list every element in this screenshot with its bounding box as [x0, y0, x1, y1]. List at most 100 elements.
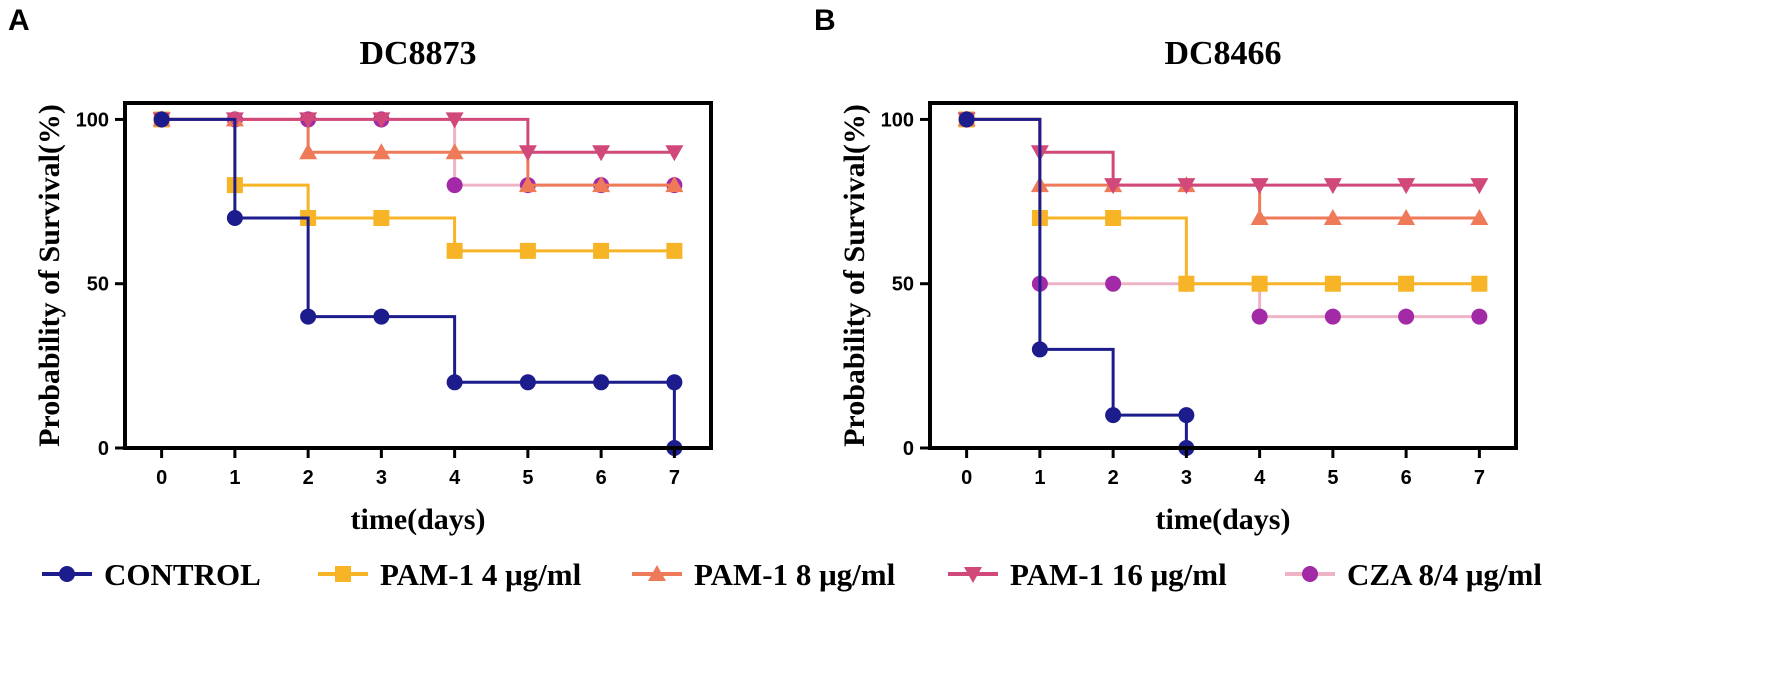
- panel-a-letter: A: [8, 4, 30, 37]
- data-point: [1323, 178, 1342, 195]
- data-point: [1398, 275, 1415, 292]
- panel-a-title: DC8873: [359, 35, 476, 72]
- data-point: [299, 143, 318, 160]
- data-point: [1470, 209, 1489, 225]
- data-point: [1105, 275, 1122, 292]
- legend-label: CZA 8/4 μg/ml: [1347, 557, 1542, 592]
- data-point: [1105, 210, 1122, 226]
- data-point: [1471, 275, 1488, 292]
- data-point: [1323, 209, 1342, 225]
- x-tick-label: 2: [303, 467, 314, 489]
- legend-entry: CZA 8/4 μg/ml: [1285, 557, 1542, 592]
- data-point: [1177, 178, 1196, 195]
- x-tick-label: 1: [1034, 467, 1045, 489]
- x-tick-label: 4: [1254, 467, 1266, 489]
- data-point: [1398, 308, 1415, 325]
- x-tick-label: 7: [1474, 467, 1485, 489]
- data-point: [666, 242, 683, 259]
- data-point: [592, 145, 611, 162]
- data-point: [518, 145, 537, 162]
- x-tick-label: 5: [522, 467, 533, 489]
- data-point: [1251, 275, 1268, 292]
- x-tick-label: 6: [596, 467, 607, 489]
- y-tick-label: 100: [76, 109, 109, 131]
- panel-b-y-axis-label: Probability of Survival(%): [838, 104, 871, 447]
- data-point: [1324, 275, 1341, 292]
- x-tick-label: 0: [156, 467, 167, 489]
- panel-a-y-axis-label: Probability of Survival(%): [33, 104, 66, 447]
- legend-label: PAM-1 16 μg/ml: [1010, 557, 1227, 592]
- legend-entry: PAM-1 4 μg/ml: [318, 557, 582, 592]
- series-line: [966, 117, 1480, 286]
- data-point: [666, 374, 683, 391]
- data-point: [1104, 178, 1123, 195]
- data-point: [1250, 178, 1269, 195]
- data-point: [153, 111, 170, 128]
- data-point: [593, 374, 610, 391]
- legend: CONTROL PAM-1 4 μg/ml PAM-1 8 μg/ml PAM-1 1…: [42, 557, 1542, 592]
- legend-entry: PAM-1 8 μg/ml: [632, 557, 896, 592]
- data-point: [593, 242, 610, 259]
- data-point: [1397, 209, 1416, 225]
- series-line: [966, 117, 1480, 220]
- data-point: [445, 143, 464, 160]
- data-point: [1470, 178, 1489, 195]
- panel-a: A DC8873 0 1 2 3 4 5 6 7 0 50 100 time(days) Probabili…: [8, 4, 713, 536]
- panel-b-plot-frame: [928, 101, 1518, 450]
- x-tick-label: 5: [1327, 467, 1338, 489]
- legend-label: PAM-1 8 μg/ml: [694, 557, 896, 592]
- data-point: [1251, 308, 1268, 325]
- x-tick-label: 7: [669, 467, 680, 489]
- data-point: [1178, 407, 1195, 424]
- data-point: [445, 112, 464, 129]
- legend-marker: [59, 566, 75, 582]
- data-point: [1471, 308, 1488, 325]
- data-point: [446, 374, 463, 391]
- data-point: [300, 308, 317, 325]
- data-point: [519, 374, 536, 391]
- data-point: [1105, 407, 1122, 424]
- y-tick-label: 0: [903, 438, 914, 460]
- data-point: [226, 210, 243, 226]
- legend-marker: [335, 566, 351, 582]
- legend-entry: CONTROL: [42, 557, 261, 592]
- panel-a-series-control: [153, 111, 683, 456]
- panel-b-series-pam-1-8-g-ml: [957, 110, 1489, 225]
- legend-marker: [964, 567, 982, 583]
- panel-b: B DC8466 0 1 2 3 4 5 6 7 0 50 100 time(days) Probabili…: [814, 4, 1518, 536]
- panel-b-series-pam-1-4-g-ml: [958, 111, 1488, 292]
- data-point: [299, 112, 318, 129]
- legend-marker: [1302, 566, 1318, 582]
- data-point: [373, 308, 390, 325]
- data-point: [1397, 178, 1416, 195]
- panel-b-series-control: [958, 111, 1195, 456]
- x-tick-label: 1: [229, 467, 240, 489]
- data-point: [1031, 341, 1048, 358]
- y-tick-label: 100: [881, 109, 914, 131]
- panel-a-plot-frame: [123, 101, 713, 450]
- legend-marker: [648, 565, 666, 581]
- legend-label: CONTROL: [104, 557, 261, 592]
- data-point: [592, 176, 611, 193]
- x-tick-label: 0: [961, 467, 972, 489]
- legend-label: PAM-1 4 μg/ml: [380, 557, 582, 592]
- panel-b-letter: B: [814, 4, 836, 37]
- x-tick-label: 4: [449, 467, 461, 489]
- data-point: [446, 242, 463, 259]
- panel-b-x-axis-label: time(days): [1156, 503, 1291, 536]
- x-tick-label: 3: [376, 467, 387, 489]
- x-tick-label: 3: [1181, 467, 1192, 489]
- data-point: [958, 111, 975, 128]
- y-tick-label: 0: [98, 438, 109, 460]
- data-point: [518, 176, 537, 193]
- data-point: [665, 176, 684, 193]
- data-point: [372, 112, 391, 129]
- panel-a-x-axis-label: time(days): [351, 503, 486, 536]
- series-line: [161, 117, 676, 448]
- x-tick-label: 2: [1108, 467, 1119, 489]
- data-point: [1178, 275, 1195, 292]
- legend-entry: PAM-1 16 μg/ml: [948, 557, 1227, 592]
- data-point: [373, 210, 390, 226]
